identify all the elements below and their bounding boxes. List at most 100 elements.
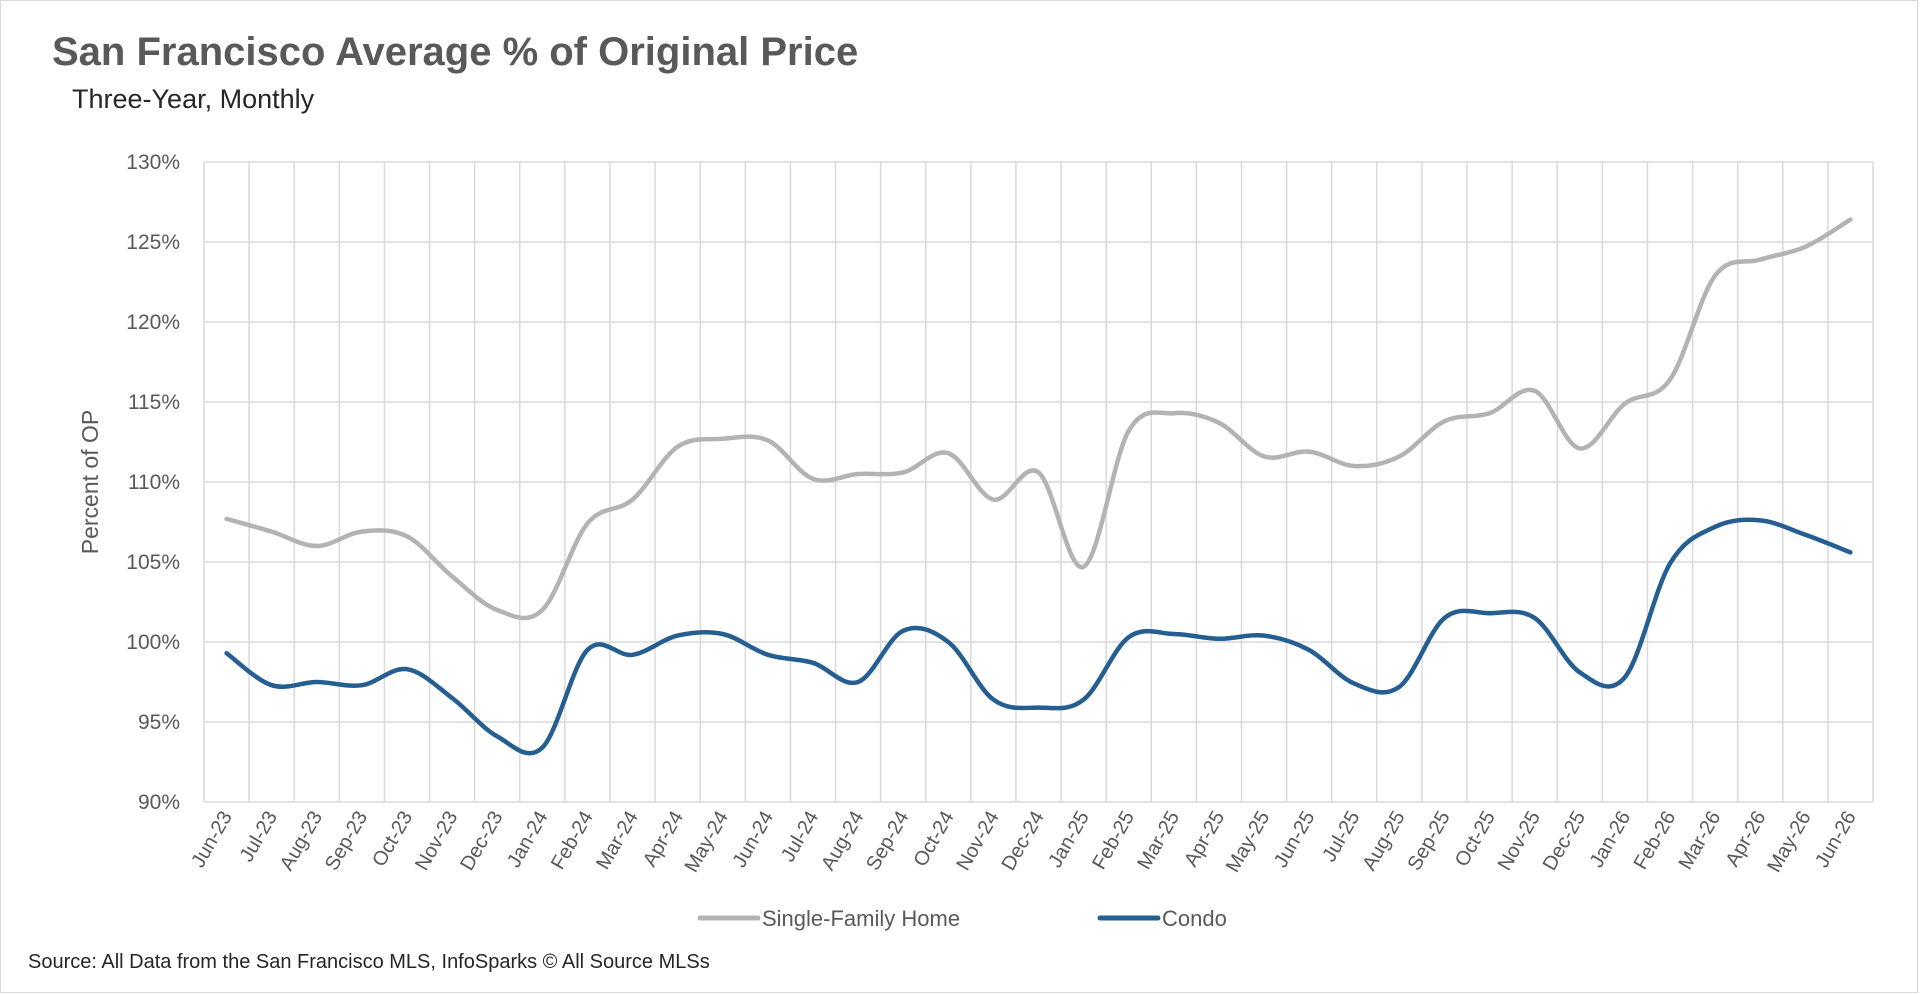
- data-point-condo: [495, 734, 499, 738]
- data-point-single-family-home: [1081, 565, 1085, 569]
- data-point-condo: [675, 633, 679, 637]
- x-tick-label: Dec-24: [998, 808, 1049, 875]
- data-point-single-family-home: [1713, 273, 1717, 277]
- x-tick-label: Jul-25: [1318, 808, 1364, 866]
- x-tick-label: Oct-24: [910, 808, 959, 871]
- chart-title: San Francisco Average % of Original Pric…: [52, 30, 859, 74]
- data-point-condo: [1758, 518, 1762, 522]
- x-tick-label: Aug-25: [1358, 808, 1409, 875]
- data-point-condo: [1848, 550, 1852, 554]
- data-point-single-family-home: [450, 574, 454, 578]
- series-line-condo: [224, 517, 1853, 756]
- x-tick-label: Apr-26: [1721, 808, 1770, 871]
- x-tick-label: Feb-24: [547, 808, 598, 874]
- legend-label: Condo: [1162, 906, 1227, 931]
- data-point-condo: [721, 632, 725, 636]
- x-tick-label: Jan-25: [1044, 808, 1094, 872]
- data-point-condo: [360, 683, 364, 687]
- data-point-condo: [630, 653, 634, 657]
- x-tick-label: Jul-24: [777, 808, 823, 866]
- data-point-single-family-home: [766, 438, 770, 442]
- data-point-single-family-home: [1307, 449, 1311, 453]
- y-tick-label: 115%: [128, 391, 180, 414]
- x-tick-label: Mar-25: [1133, 808, 1184, 874]
- data-point-single-family-home: [540, 608, 544, 612]
- data-point-condo: [1172, 632, 1176, 636]
- data-point-single-family-home: [675, 445, 679, 449]
- x-tick-label: Aug-23: [276, 808, 327, 875]
- data-point-condo: [1803, 533, 1807, 537]
- y-tick-label: 90%: [138, 791, 180, 814]
- data-point-single-family-home: [495, 608, 499, 612]
- y-axis-title: Percent of OP: [77, 410, 103, 554]
- data-point-single-family-home: [1803, 245, 1807, 249]
- y-tick-label: 110%: [128, 471, 180, 494]
- x-tick-label: Apr-24: [639, 808, 688, 871]
- data-point-condo: [1397, 685, 1401, 689]
- x-tick-label: Apr-25: [1180, 808, 1229, 871]
- grid-lines: [203, 161, 1874, 803]
- data-point-single-family-home: [721, 437, 725, 441]
- data-point-single-family-home: [946, 451, 950, 455]
- x-tick-label: Jun-26: [1811, 808, 1861, 872]
- data-point-single-family-home: [1172, 411, 1176, 415]
- data-point-condo: [1217, 637, 1221, 641]
- data-point-condo: [585, 648, 589, 652]
- data-point-condo: [1713, 525, 1717, 529]
- data-point-single-family-home: [585, 521, 589, 525]
- data-point-single-family-home: [270, 529, 274, 533]
- legend: Single-Family Home Condo: [697, 906, 1227, 931]
- x-tick-label: Mar-24: [592, 808, 643, 874]
- x-tick-label: Jun-24: [729, 808, 779, 872]
- data-point-single-family-home: [1397, 454, 1401, 458]
- data-point-single-family-home: [1127, 429, 1131, 433]
- x-tick-label: Feb-26: [1630, 808, 1681, 874]
- x-tick-label: Oct-25: [1451, 808, 1500, 871]
- series-line-single-family-home: [224, 217, 1853, 621]
- x-tick-label: Sep-25: [1404, 808, 1455, 875]
- data-point-single-family-home: [405, 534, 409, 538]
- data-point-condo: [1127, 635, 1131, 639]
- data-point-condo: [1578, 670, 1582, 674]
- data-point-condo: [540, 745, 544, 749]
- x-tick-label: Jun-25: [1270, 808, 1320, 872]
- x-tick-label: Oct-23: [368, 808, 417, 871]
- data-point-single-family-home: [1533, 389, 1537, 393]
- data-point-single-family-home: [811, 477, 815, 481]
- data-point-single-family-home: [991, 497, 995, 501]
- x-tick-label: Jul-23: [236, 808, 282, 866]
- data-point-condo: [1442, 616, 1446, 620]
- x-tick-label: Sep-23: [321, 808, 372, 875]
- data-point-single-family-home: [224, 517, 228, 521]
- data-point-single-family-home: [1758, 257, 1762, 261]
- data-point-condo: [450, 696, 454, 700]
- data-point-condo: [1668, 561, 1672, 565]
- data-point-condo: [1081, 697, 1085, 701]
- data-point-condo: [766, 653, 770, 657]
- data-point-single-family-home: [315, 544, 319, 548]
- y-axis-ticks: 90% 95% 100% 105% 110% 115% 120% 125% 130%: [126, 151, 180, 814]
- data-point-single-family-home: [1848, 217, 1852, 221]
- data-point-condo: [315, 680, 319, 684]
- y-tick-label: 100%: [126, 631, 180, 654]
- x-tick-label: May-25: [1222, 808, 1274, 877]
- x-axis-ticks: Jun-23Jul-23Aug-23Sep-23Oct-23Nov-23Dec-…: [187, 807, 1861, 876]
- x-tick-label: May-26: [1763, 808, 1815, 877]
- y-tick-label: 105%: [126, 551, 180, 574]
- x-tick-label: Sep-24: [862, 808, 913, 875]
- series-lines: [224, 217, 1853, 756]
- x-tick-label: Aug-24: [817, 808, 868, 875]
- x-tick-label: Jan-24: [503, 808, 553, 872]
- chart-subtitle: Three-Year, Monthly: [72, 84, 315, 114]
- y-tick-label: 120%: [126, 311, 180, 334]
- x-tick-label: May-24: [681, 808, 733, 877]
- data-point-condo: [224, 651, 228, 655]
- source-note: Source: All Data from the San Francisco …: [28, 951, 710, 973]
- data-point-condo: [270, 683, 274, 687]
- data-point-condo: [1533, 616, 1537, 620]
- data-point-single-family-home: [1442, 419, 1446, 423]
- x-tick-label: Feb-25: [1088, 808, 1139, 874]
- data-point-condo: [991, 697, 995, 701]
